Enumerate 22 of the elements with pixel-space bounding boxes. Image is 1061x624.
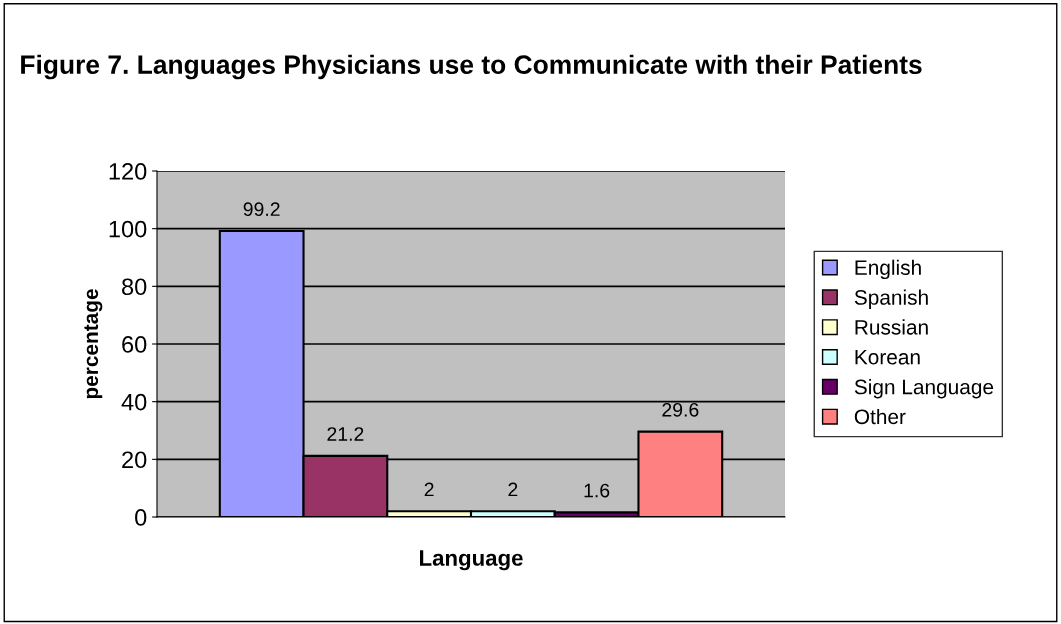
y-tick-label: 0 — [135, 509, 147, 526]
legend-label: Korean — [855, 349, 920, 365]
legend-label: Russian — [855, 319, 928, 335]
y-axis-title: percentage — [84, 289, 103, 399]
legend-label: Spanish — [854, 289, 928, 309]
legend-label: Other — [854, 408, 906, 425]
data-label: 21.2 — [327, 427, 364, 441]
y-tick-label: 120 — [109, 163, 147, 180]
data-label: 1.6 — [584, 483, 610, 498]
legend-label: Sign Language — [854, 379, 994, 399]
legend-label: English — [855, 259, 921, 280]
y-tick-label: 60 — [122, 336, 147, 353]
y-tick-label: 80 — [122, 278, 147, 296]
chart-title: Figure 7. Languages Physicians use to Communicate with their Patients — [21, 54, 922, 80]
y-tick-label: 40 — [121, 393, 147, 411]
x-axis-title: Language — [420, 550, 523, 571]
data-label: 2 — [424, 482, 434, 497]
y-tick-label: 100 — [109, 220, 147, 238]
data-label: 2 — [508, 482, 518, 497]
data-label: 29.6 — [662, 402, 699, 417]
data-label: 99.2 — [243, 202, 280, 217]
y-tick-label: 20 — [122, 451, 147, 469]
